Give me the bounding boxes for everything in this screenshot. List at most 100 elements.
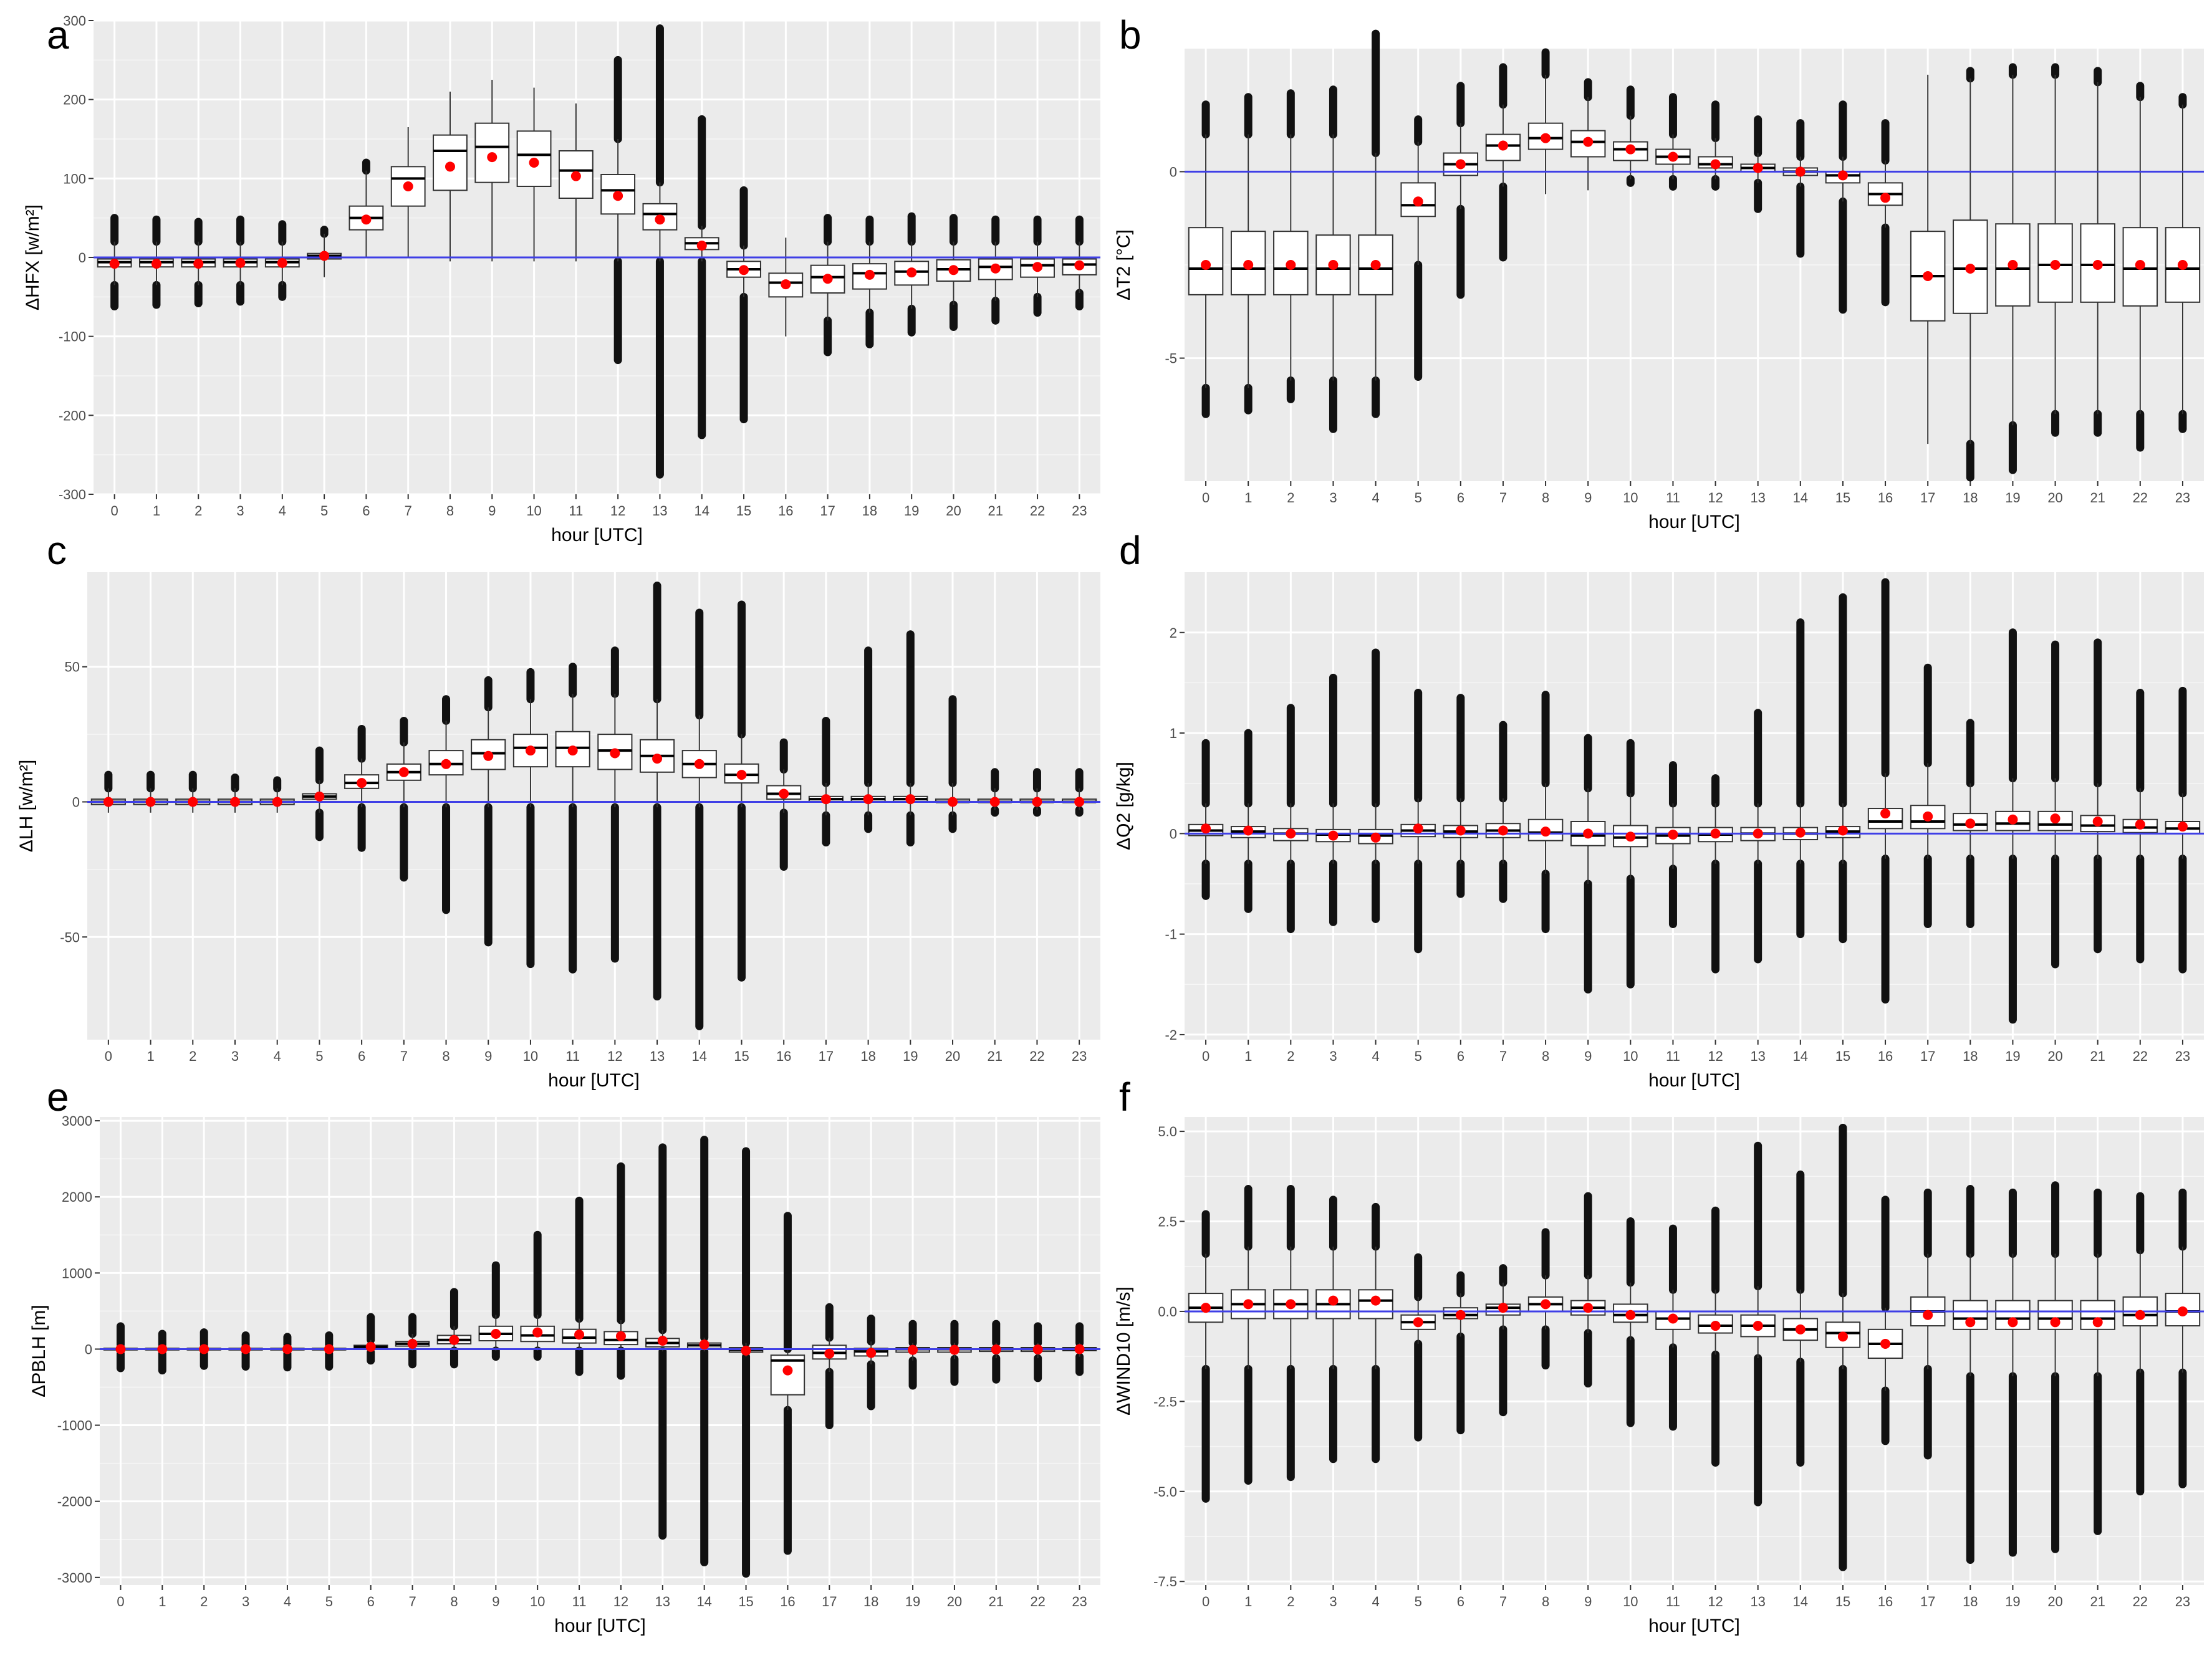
x-tick-label: 10 <box>1623 1048 1638 1064</box>
box-iqr <box>894 261 930 286</box>
mean-dot <box>736 770 747 780</box>
box-hour-7 <box>386 716 421 882</box>
panel-label: b <box>1119 12 1142 57</box>
mean-dot <box>2050 813 2061 824</box>
box-hour-14 <box>1782 1170 1819 1467</box>
mean-dot <box>1074 797 1085 807</box>
x-tick-label: 5 <box>320 503 328 519</box>
x-tick-label: 14 <box>1793 1048 1808 1064</box>
x-tick-label: 6 <box>367 1594 375 1609</box>
x-tick-label: 14 <box>1793 1594 1808 1609</box>
mean-dot <box>1541 826 1551 837</box>
box-hour-4 <box>1358 29 1393 418</box>
mean-dot <box>1710 159 1721 170</box>
x-tick-label: 8 <box>450 1594 458 1609</box>
mean-dot <box>109 259 120 269</box>
x-tick-label: 10 <box>1623 490 1638 505</box>
x-tick-label: 13 <box>652 503 667 519</box>
box-hour-22 <box>2122 689 2158 964</box>
x-tick-label: 13 <box>650 1048 665 1064</box>
x-tick-label: 11 <box>1666 490 1680 505</box>
y-tick-label: -1 <box>1165 927 1177 942</box>
x-tick-label: 14 <box>694 503 709 519</box>
y-axis-title: ΔT2 [°C] <box>1113 229 1134 300</box>
x-tick-label: 10 <box>530 1594 545 1609</box>
box-hour-17 <box>1910 663 1946 929</box>
x-tick-label: 21 <box>987 1048 1002 1064</box>
x-tick-label: 0 <box>105 1048 112 1064</box>
x-axis-title: hour [UTC] <box>548 1070 640 1091</box>
mean-dot <box>2008 260 2018 270</box>
mean-dot <box>241 1344 251 1354</box>
mean-dot <box>1583 137 1594 147</box>
box-iqr <box>1315 234 1351 295</box>
x-tick-label: 3 <box>231 1048 239 1064</box>
mean-dot <box>1243 825 1254 836</box>
x-tick-label: 6 <box>1457 490 1464 505</box>
mean-dot <box>989 797 1000 807</box>
x-tick-label: 13 <box>655 1594 670 1609</box>
box-hour-15 <box>724 600 759 982</box>
y-tick-label: -300 <box>59 487 86 502</box>
y-tick-label: 1000 <box>62 1265 92 1281</box>
panel-label: f <box>1119 1075 1130 1119</box>
y-tick-label: -1000 <box>57 1418 92 1434</box>
y-axis-title: ΔQ2 [g/kg] <box>1113 762 1134 850</box>
x-axis-title: hour [UTC] <box>1648 1070 1740 1091</box>
x-tick-label: 17 <box>822 1594 837 1609</box>
mean-dot <box>2177 1306 2188 1316</box>
box-hour-23 <box>2165 686 2201 974</box>
y-axis-title: ΔPBLH [m] <box>29 1305 49 1397</box>
mean-dot <box>441 759 451 769</box>
x-tick-label: 22 <box>2133 1048 2148 1064</box>
y-tick-label: -5 <box>1165 351 1177 367</box>
x-tick-label: 3 <box>236 503 244 519</box>
mean-dot <box>1032 262 1043 272</box>
x-tick-label: 1 <box>1244 1594 1252 1609</box>
mean-dot <box>2135 260 2145 270</box>
x-tick-label: 19 <box>903 1048 918 1064</box>
panel-f: -7.5-5.0-2.50.02.55.00 1 2 3 4 5 6 7 8 9 10 11 12 13 1… <box>1113 1075 2204 1636</box>
mean-dot <box>863 794 873 805</box>
x-tick-label: 0 <box>117 1594 124 1609</box>
box-hour-8 <box>1527 48 1564 194</box>
x-tick-label: 16 <box>1878 1594 1893 1609</box>
x-tick-label: 4 <box>284 1594 291 1609</box>
box-hour-13 <box>642 24 678 479</box>
mean-dot <box>272 797 282 807</box>
y-tick-label: -5.0 <box>1153 1484 1177 1500</box>
mean-dot <box>699 1339 709 1350</box>
mean-dot <box>529 158 539 168</box>
x-tick-label: 1 <box>147 1048 154 1064</box>
mean-dot <box>449 1334 459 1345</box>
mean-dot <box>741 1345 751 1356</box>
mean-dot <box>1795 1324 1806 1334</box>
box-hour-9 <box>478 1261 514 1361</box>
x-tick-label: 22 <box>1030 503 1045 519</box>
x-tick-label: 7 <box>1499 1594 1507 1609</box>
box-hour-10 <box>1613 1217 1648 1427</box>
x-tick-label: 6 <box>1457 1594 1464 1609</box>
x-tick-label: 20 <box>946 503 961 519</box>
mean-dot <box>1668 829 1678 840</box>
box-hour-21 <box>978 215 1013 325</box>
mean-dot <box>1413 823 1423 834</box>
y-tick-label: -200 <box>59 408 86 423</box>
mean-dot <box>1668 151 1678 162</box>
y-axis-title: ΔWIND10 [m/s] <box>1113 1286 1134 1416</box>
mean-dot <box>1286 828 1296 839</box>
x-tick-label: 1 <box>153 503 160 519</box>
x-tick-label: 12 <box>607 1048 622 1064</box>
x-tick-label: 2 <box>189 1048 196 1064</box>
mean-dot <box>696 241 707 251</box>
y-tick-label: 0 <box>1170 164 1177 180</box>
mean-dot <box>188 797 198 807</box>
mean-dot <box>365 1341 376 1352</box>
x-tick-label: 0 <box>1202 1048 1209 1064</box>
mean-dot <box>1243 1299 1254 1310</box>
mean-dot <box>2177 260 2188 270</box>
x-tick-label: 3 <box>242 1594 249 1609</box>
panel-label: e <box>47 1075 69 1119</box>
